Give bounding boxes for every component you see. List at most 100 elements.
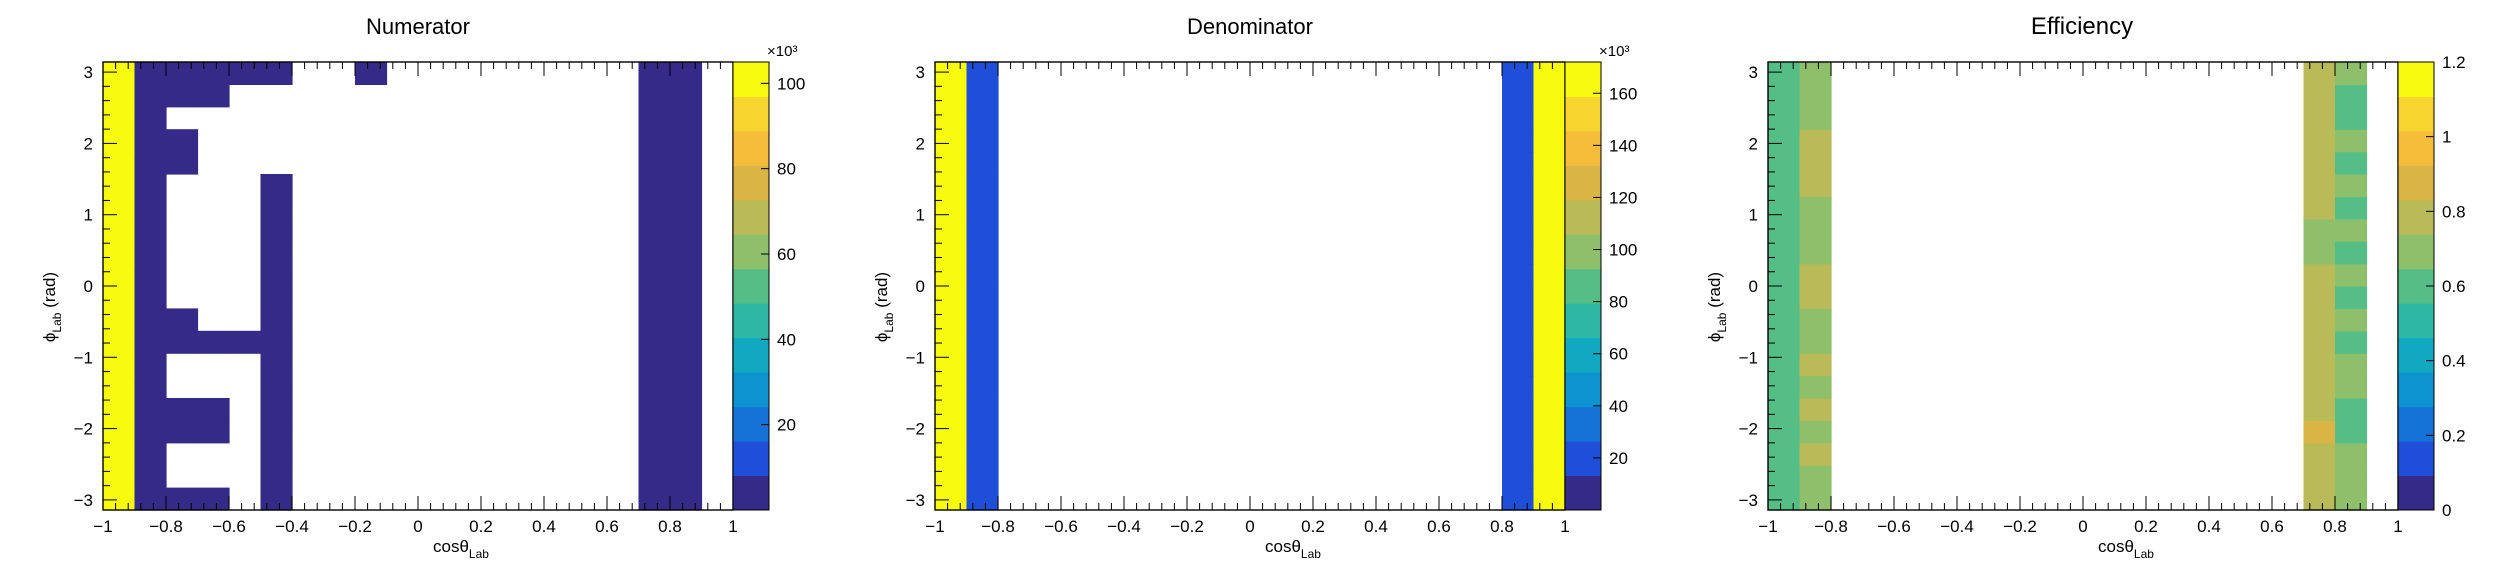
heatmap-cell <box>1533 330 1566 354</box>
heatmap-cell <box>670 84 703 108</box>
heatmap-cell <box>1799 196 1832 220</box>
heatmap-cell <box>935 62 968 85</box>
heatmap-cell <box>1799 375 1832 399</box>
heatmap-cell <box>103 151 136 175</box>
x-tick-label: 1 <box>2393 517 2402 536</box>
heatmap-cell <box>966 174 999 197</box>
color-bar-segment <box>1565 372 1601 408</box>
heatmap-cell <box>2303 174 2336 197</box>
heatmap-cell <box>638 420 671 444</box>
y-tick-label: −3 <box>906 491 925 510</box>
heatmap-cell <box>2303 375 2336 399</box>
y-axis-label-unit: (rad) <box>1705 272 1724 313</box>
heatmap-cell <box>1502 420 1535 444</box>
heatmap-cell <box>935 129 968 153</box>
heatmap-cell <box>2303 308 2336 332</box>
heatmap-cell <box>134 106 167 130</box>
heatmap-cell <box>2303 129 2336 153</box>
heatmap-cell <box>638 442 671 466</box>
heatmap-cell <box>966 420 999 444</box>
heatmap-cell <box>1799 218 1832 242</box>
heatmap-cell <box>134 241 167 265</box>
y-tick-label: −1 <box>74 348 93 367</box>
chart-title-denominator: Denominator <box>1187 14 1313 39</box>
heatmap-cell <box>638 218 671 242</box>
x-tick-label: −0.8 <box>149 517 183 536</box>
color-bar-segment <box>733 165 769 201</box>
heatmap-cell <box>166 398 199 421</box>
heatmap-cell <box>1768 465 1801 489</box>
heatmap-cell <box>966 442 999 466</box>
heatmap-cell <box>260 62 293 85</box>
x-tick-label: −1 <box>1758 517 1777 536</box>
heatmap-cell <box>966 398 999 421</box>
heatmap-cell <box>670 487 703 511</box>
heatmap-cell <box>638 84 671 108</box>
heatmap-cell <box>935 286 968 309</box>
y-tick-label: 2 <box>84 134 93 153</box>
heatmap-cell <box>1799 174 1832 197</box>
heatmap-cell <box>2303 84 2336 108</box>
heatmap-cell <box>935 84 968 108</box>
heatmap-cell <box>638 398 671 421</box>
y-tick-label: 0 <box>916 277 925 296</box>
y-tick-label: −1 <box>906 348 925 367</box>
color-bar-tick-label: 1.2 <box>2442 53 2466 72</box>
color-bar-segment <box>733 234 769 270</box>
heatmap-cell <box>1533 106 1566 130</box>
heatmap-cell <box>670 263 703 287</box>
color-bar-segment <box>733 441 769 477</box>
heatmap-cell <box>2335 308 2368 332</box>
chart-title-efficiency: Efficiency <box>2031 13 2133 40</box>
heatmap-cell <box>197 84 230 108</box>
heatmap-cell <box>966 487 999 511</box>
color-bar-segment <box>2398 165 2434 201</box>
heatmap-cell <box>103 263 136 287</box>
heatmap-cell <box>966 286 999 309</box>
x-tick-label: 0 <box>2078 517 2087 536</box>
heatmap-cell <box>134 286 167 309</box>
x-tick-label: −1 <box>93 517 112 536</box>
heatmap-cell <box>103 308 136 332</box>
heatmap-cell <box>134 263 167 287</box>
heatmap-cell <box>638 174 671 197</box>
heatmap-cell <box>935 196 968 220</box>
heatmap-cell <box>1768 241 1801 265</box>
x-tick-label: 0.2 <box>1301 517 1325 536</box>
color-bar-segment <box>1565 199 1601 235</box>
x-tick-label: 0.4 <box>1364 517 1388 536</box>
color-bar-segment <box>1565 165 1601 201</box>
heatmap-cell <box>670 218 703 242</box>
y-axis-label-main: ϕ <box>1705 333 1724 343</box>
x-tick-label: 0.8 <box>2323 517 2347 536</box>
heatmap-cell <box>935 174 968 197</box>
heatmap-cell <box>166 420 199 444</box>
heatmap-cell <box>134 420 167 444</box>
heatmap-cell <box>134 218 167 242</box>
color-bar-segment <box>1565 441 1601 477</box>
heatmap-cell <box>670 241 703 265</box>
heatmap-cell <box>1533 263 1566 287</box>
heatmap-cell <box>260 286 293 309</box>
heatmap-cell <box>1502 62 1535 85</box>
heatmap-cell <box>260 218 293 242</box>
heatmap-cell <box>1533 62 1566 85</box>
x-axis-label-subscript: Lab <box>469 547 489 561</box>
heatmap-cell <box>1768 442 1801 466</box>
heatmap-cell <box>1799 465 1832 489</box>
heatmap-cell <box>935 442 968 466</box>
heatmap-cell <box>2303 442 2336 466</box>
heatmap-cell <box>2335 62 2368 85</box>
heatmap-cell <box>103 420 136 444</box>
x-tick-label: 1 <box>728 517 737 536</box>
heatmap-cell <box>638 465 671 489</box>
heatmap-cell <box>1768 151 1801 175</box>
heatmap-cell <box>197 330 230 354</box>
heatmap-cell <box>134 129 167 153</box>
heatmap-cell <box>260 420 293 444</box>
heatmap-cell <box>966 353 999 377</box>
heatmap-cell <box>2303 263 2336 287</box>
heatmap-cell <box>670 465 703 489</box>
heatmap-cell <box>670 330 703 354</box>
plot-area <box>1768 62 2398 510</box>
